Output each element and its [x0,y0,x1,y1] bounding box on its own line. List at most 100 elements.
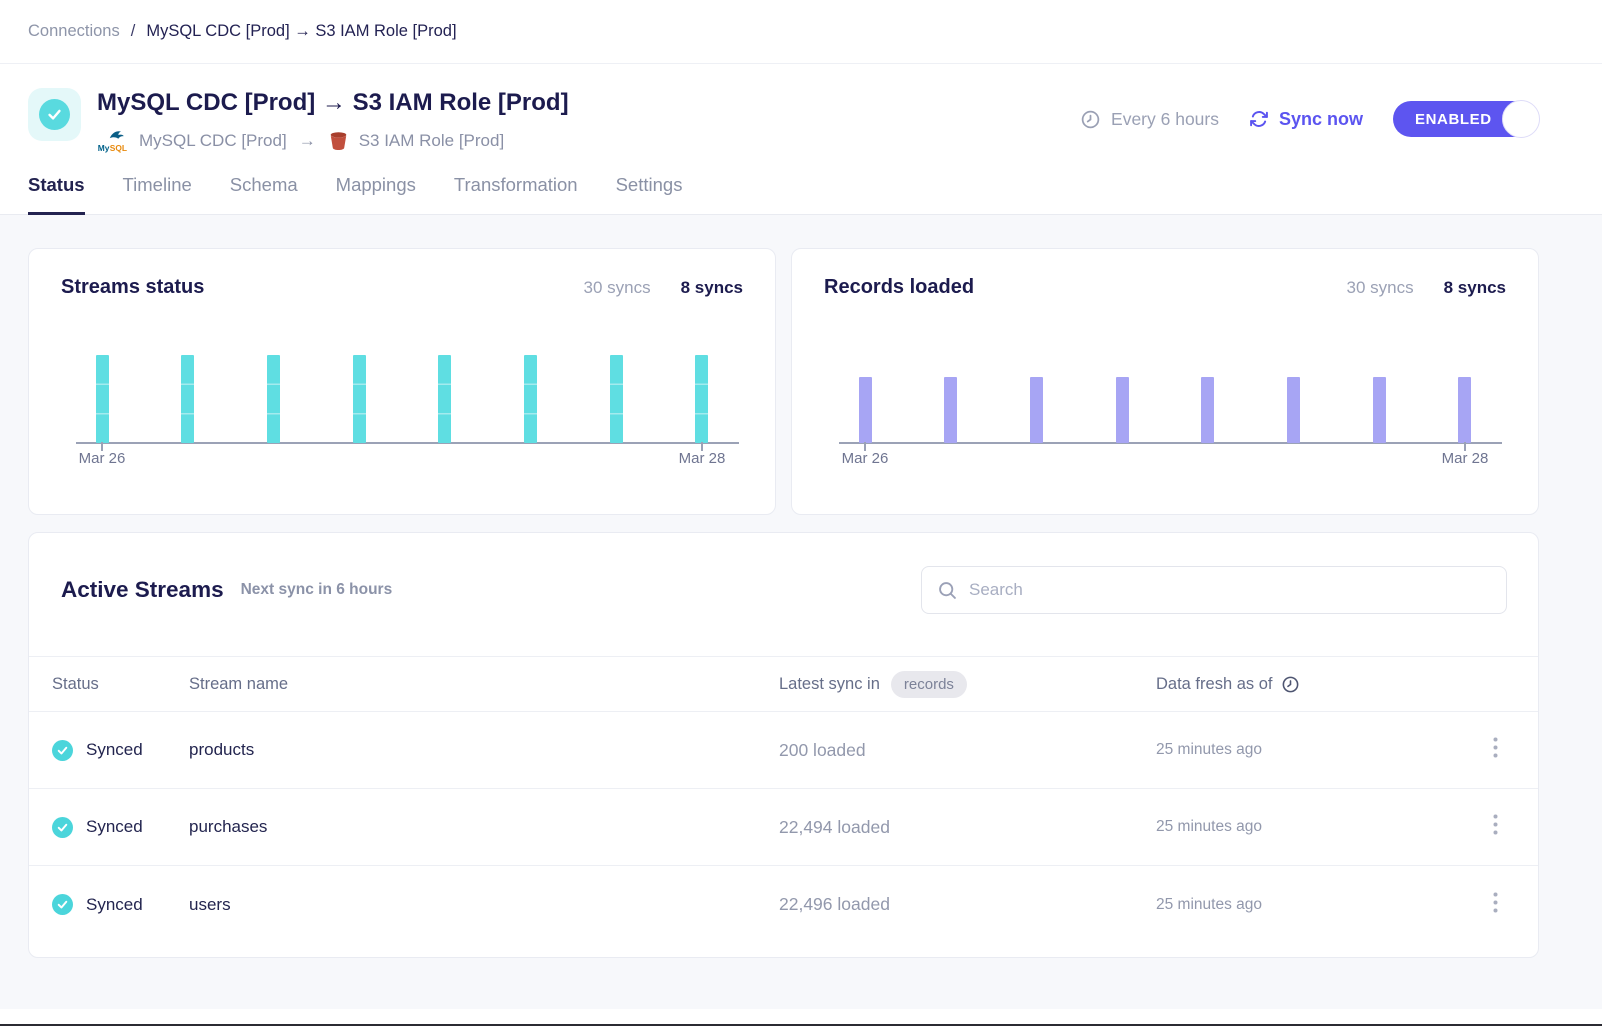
clock-icon [1081,110,1100,128]
sync-bar[interactable] [858,377,872,443]
mysql-logo-icon: My SQL [97,128,129,153]
axis-tick-label: Mar 26 [841,450,889,467]
breadcrumb-separator: / [130,22,136,40]
refresh-icon [1250,111,1268,127]
x-axis [76,442,739,444]
records-loaded: 200 loaded [779,739,866,760]
streams-table-body: Synced products 200 loaded 25 minutes ago Sy… [29,712,1538,943]
destination-name: S3 IAM Role [Prod] [358,130,505,150]
check-circle-icon [39,99,70,130]
axis-tick-label: Mar 28 [678,450,726,467]
sync-schedule: Every 6 hours [1080,109,1219,130]
source-name: MySQL CDC [Prod] [139,130,287,150]
records-loaded: 22,494 loaded [779,816,890,837]
arrow-icon: → [298,130,316,150]
sync-bar[interactable] [1029,377,1043,443]
sync-bar[interactable] [944,377,958,443]
connection-header: MySQL CDC [Prod] → S3 IAM Role [Prod] My… [0,64,1602,153]
streams-table-header: Status Stream name Latest sync in record… [29,656,1538,712]
records-loaded-title: Records loaded [824,276,975,298]
row-menu-button[interactable] [1489,888,1502,922]
tab-settings[interactable]: Settings [615,174,683,195]
col-status: Status [52,674,99,693]
records-loaded: 22,496 loaded [779,894,890,914]
s3-bucket-icon [328,130,349,152]
streams-status-title: Streams status [61,276,205,298]
table-row[interactable]: Synced products 200 loaded 25 minutes ago [29,712,1538,789]
records-loaded-chart: Mar 26 Mar 28 [792,249,1538,514]
synced-check-icon [52,739,73,761]
tab-schema[interactable]: Schema [229,174,298,195]
enabled-toggle-label: ENABLED [1415,110,1492,128]
col-stream-name: Stream name [189,674,289,693]
tab-bar: Status Timeline Schema Mappings Transformati… [0,153,1602,215]
sync-bar[interactable] [181,355,195,443]
streams-window-syncs[interactable]: 8 syncs [680,278,743,297]
connection-subtitle: My SQL MySQL CDC [Prod] → S3 IAM Role [P… [97,128,1080,153]
col-latest-sync: Latest sync in [779,674,880,693]
streams-status-chart: Mar 26 Mar 28 [29,249,775,514]
synced-check-icon [52,894,73,915]
next-sync-label: Next sync in 6 hours [240,581,393,598]
sync-bar[interactable] [609,355,623,443]
axis-tick [700,442,703,451]
tab-status[interactable]: Status [28,174,85,215]
axis-tick-label: Mar 28 [1441,450,1489,467]
row-menu-button[interactable] [1489,810,1502,844]
axis-tick [1463,442,1466,451]
tab-mappings[interactable]: Mappings [335,174,416,195]
connection-status-icon [28,88,81,141]
axis-tick [864,442,866,451]
streams-status-card: Streams status 30 syncs 8 syncs Mar 26 Ma… [28,248,776,515]
breadcrumb: Connections / MySQL CDC [Prod] → S3 IAM … [0,0,1602,64]
sync-bar[interactable] [1458,377,1472,443]
stream-search [921,566,1507,614]
active-streams-card: Active Streams Next sync in 6 hours Stat… [28,532,1539,958]
sync-bar[interactable] [695,355,709,443]
sync-bar[interactable] [438,355,452,443]
data-fresh-time: 25 minutes ago [1156,818,1262,835]
sync-bar[interactable] [1372,377,1386,443]
axis-tick-label: Mar 26 [78,450,126,467]
tab-transformation[interactable]: Transformation [453,174,578,195]
sync-bar[interactable] [1201,377,1215,443]
search-icon [939,581,956,599]
records-unit-badge[interactable]: records [890,670,967,698]
status-label: Synced [86,894,143,914]
data-fresh-time: 25 minutes ago [1156,741,1262,758]
tab-timeline[interactable]: Timeline [122,174,192,195]
axis-tick [101,442,103,451]
bottom-edge [0,1024,1602,1026]
search-input[interactable] [969,580,1491,600]
stream-name: products [189,740,255,759]
sync-bar[interactable] [266,355,280,443]
stream-name: users [189,894,231,914]
col-data-fresh: Data fresh as of [1156,674,1273,693]
data-fresh-time: 25 minutes ago [1156,895,1262,913]
streams-total-syncs[interactable]: 30 syncs [583,278,651,297]
status-label: Synced [86,740,143,759]
records-total-syncs[interactable]: 30 syncs [1346,278,1414,297]
status-panel: Streams status 30 syncs 8 syncs Mar 26 Ma… [0,215,1602,1009]
sync-bar[interactable] [524,355,538,443]
sync-bar[interactable] [1115,377,1129,443]
sync-bar[interactable] [95,355,109,443]
page-title: MySQL CDC [Prod] → S3 IAM Role [Prod] [97,89,569,116]
breadcrumb-current: MySQL CDC [Prod] → S3 IAM Role [Prod] [146,22,457,40]
records-loaded-card: Records loaded 30 syncs 8 syncs Mar 26 Ma… [791,248,1539,515]
records-window-syncs[interactable]: 8 syncs [1443,278,1506,297]
sync-bar[interactable] [352,355,366,443]
status-label: Synced [86,817,143,836]
stream-name: purchases [189,817,268,836]
sync-bar[interactable] [1287,377,1301,443]
sync-now-button[interactable]: Sync now [1249,109,1363,130]
clock-icon [1283,676,1299,692]
enabled-toggle[interactable]: ENABLED [1393,100,1540,138]
table-row[interactable]: Synced users 22,496 loaded 25 minutes ago [29,866,1538,943]
svg-text:SQL: SQL [110,143,127,153]
breadcrumb-connections-link[interactable]: Connections [28,22,120,40]
row-menu-button[interactable] [1489,733,1502,767]
toggle-knob[interactable] [1502,100,1540,138]
x-axis [839,442,1502,444]
table-row[interactable]: Synced purchases 22,494 loaded 25 minutes a… [29,789,1538,866]
